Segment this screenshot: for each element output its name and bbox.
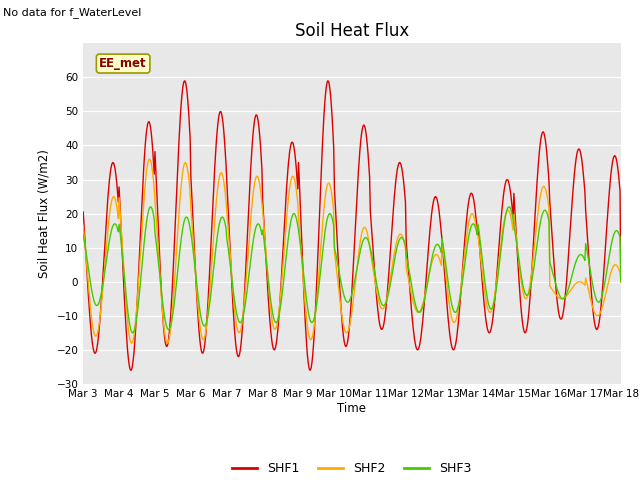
SHF2 [435,253,442,259]
Line: SHF3: SHF3 [83,207,621,333]
SHF1 [79,209,87,215]
SHF1 [145,119,153,124]
SHF2 [617,279,625,285]
SHF1 [200,345,208,350]
SHF3 [145,206,153,212]
SHF3 [89,294,97,300]
SHF3 [435,242,442,248]
Y-axis label: Soil Heat Flux (W/m2): Soil Heat Flux (W/m2) [38,149,51,278]
SHF1 [617,279,625,285]
SHF2 [419,301,426,307]
SHF1 [229,299,237,305]
SHF2 [200,336,208,341]
SHF3 [129,330,136,336]
SHF1 [435,203,442,209]
SHF2 [128,340,136,346]
Legend: SHF1, SHF2, SHF3: SHF1, SHF2, SHF3 [227,457,477,480]
SHF3 [419,304,426,310]
X-axis label: Time: Time [337,402,367,415]
SHF2 [146,156,154,162]
SHF3 [229,283,237,289]
SHF2 [79,222,87,228]
SHF1 [89,344,97,350]
SHF3 [147,204,154,210]
SHF2 [89,325,97,331]
SHF1 [419,319,426,324]
Text: No data for f_WaterLevel: No data for f_WaterLevel [3,7,141,18]
Line: SHF2: SHF2 [83,159,621,343]
SHF1 [127,367,135,373]
SHF2 [145,156,153,162]
SHF2 [229,286,237,292]
SHF3 [200,323,208,329]
SHF1 [181,78,189,84]
SHF3 [79,232,87,238]
Text: EE_met: EE_met [99,57,147,70]
SHF3 [617,279,625,285]
Line: SHF1: SHF1 [83,81,621,370]
Title: Soil Heat Flux: Soil Heat Flux [295,22,409,40]
